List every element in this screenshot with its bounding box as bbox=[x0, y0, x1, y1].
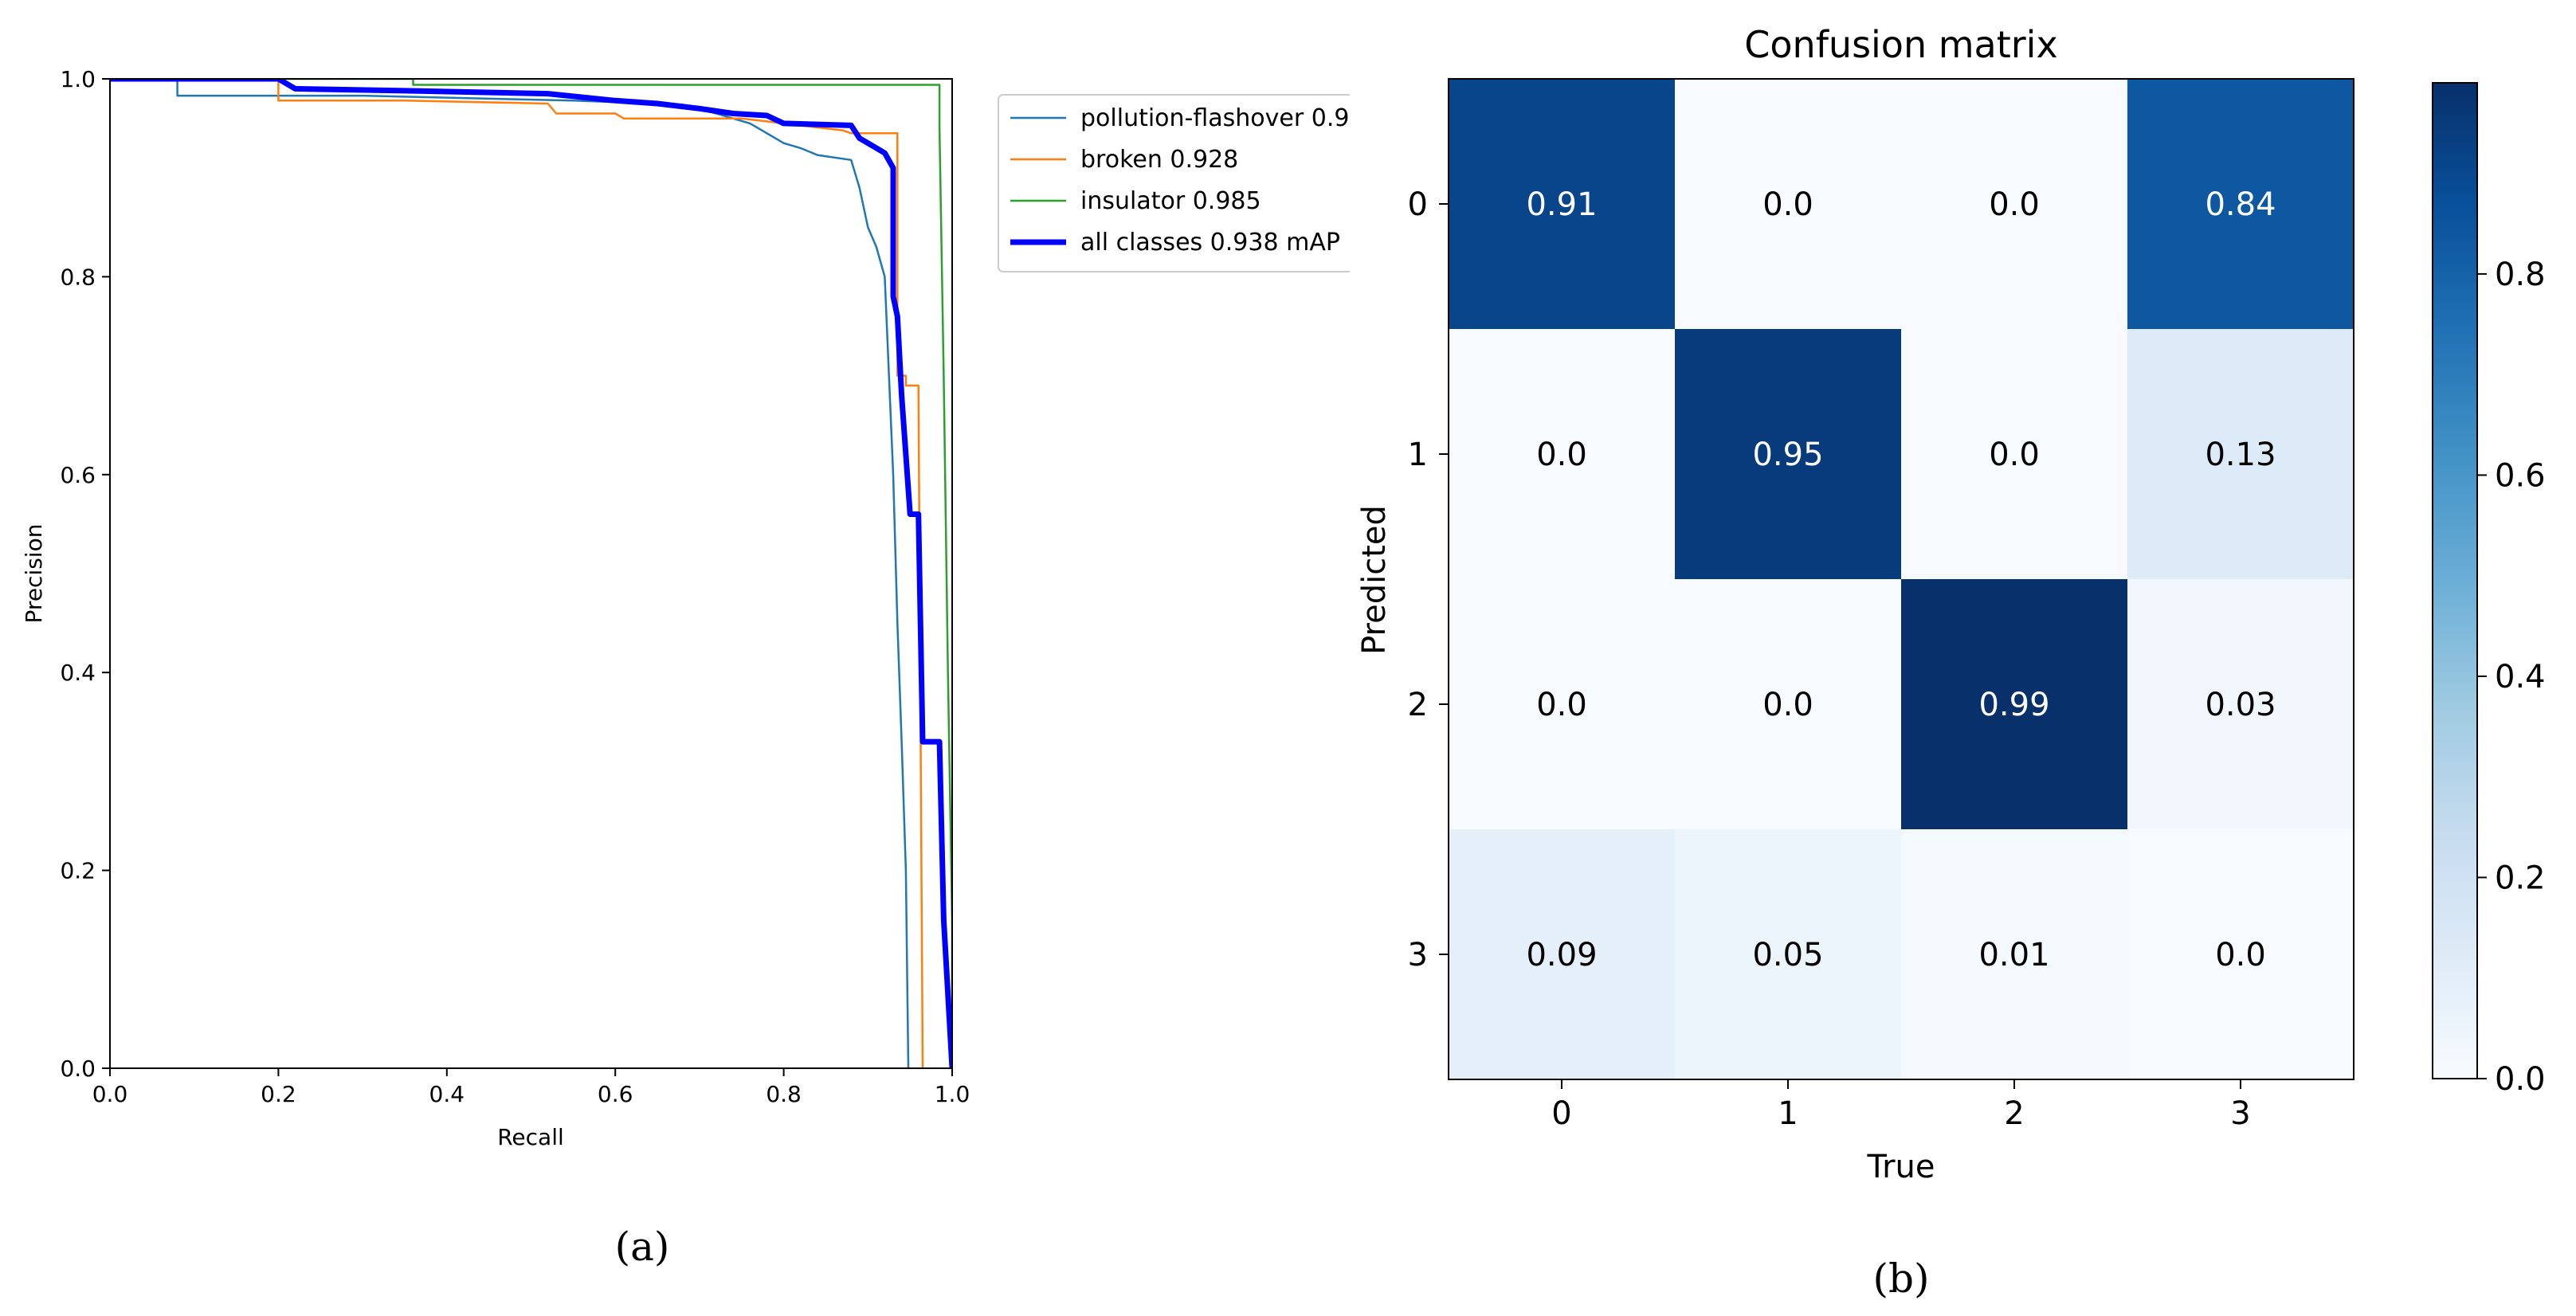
cm-cell bbox=[1901, 79, 2128, 330]
cm-cell bbox=[1675, 829, 1902, 1080]
cm-y-tick-label: 0 bbox=[1408, 186, 1428, 223]
cm-cell bbox=[1675, 579, 1902, 830]
cm-x-axis-label: True bbox=[1867, 1149, 1935, 1185]
cm-cell-value: 0.0 bbox=[1536, 687, 1587, 723]
cm-cell bbox=[1901, 579, 2128, 830]
cm-cell-value: 0.09 bbox=[1526, 937, 1597, 973]
colorbar-tick-label: 0.8 bbox=[2495, 257, 2546, 293]
pr-y-tick-label: 0.8 bbox=[60, 264, 96, 290]
cm-y-axis: 0 1 2 3 bbox=[1408, 186, 1449, 973]
cm-y-axis-label: Predicted bbox=[1356, 505, 1393, 655]
pr-series-line-0 bbox=[110, 79, 910, 1068]
cm-cell-value: 0.0 bbox=[1989, 186, 2040, 223]
cm-cell-value: 0.0 bbox=[1989, 437, 2040, 473]
cm-cell-value: 0.0 bbox=[1536, 437, 1587, 473]
pr-y-tick-label: 0.2 bbox=[60, 858, 96, 884]
cm-x-tick-label: 0 bbox=[1551, 1095, 1571, 1132]
pr-legend-label: pollution-flashover 0.9 bbox=[1080, 104, 1349, 132]
colorbar-axis: 0.0 0.2 0.4 0.6 0.8 bbox=[2477, 257, 2546, 1098]
colorbar-tick-label: 0.4 bbox=[2495, 659, 2546, 695]
pr-series-line-1 bbox=[110, 79, 924, 1068]
cm-cell bbox=[2127, 829, 2354, 1080]
cm-cell-value: 0.01 bbox=[1978, 937, 2049, 973]
cm-cell bbox=[1675, 329, 1902, 580]
pr-y-tick-label: 1.0 bbox=[60, 66, 96, 92]
panel-a-label: (a) bbox=[615, 1224, 670, 1270]
colorbar-tick-label: 0.2 bbox=[2495, 860, 2546, 896]
confusion-matrix-chart: Confusion matrix 0.91 0.0 0.0 0.840.0 0.95 0.… bbox=[1356, 23, 2546, 1302]
colorbar bbox=[2432, 82, 2478, 1079]
pr-legend-label: broken 0.928 bbox=[1080, 146, 1238, 174]
cm-cell bbox=[1449, 329, 1676, 580]
pr-plot-frame bbox=[109, 78, 953, 1069]
cm-y-tick-label: 2 bbox=[1408, 687, 1428, 723]
cm-cell-value: 0.91 bbox=[1526, 186, 1597, 223]
cm-cell bbox=[1901, 829, 2128, 1080]
cm-cell bbox=[1449, 79, 1676, 330]
pr-y-tick-label: 0.0 bbox=[60, 1056, 96, 1082]
cm-cells-group: 0.91 0.0 0.0 0.84 0.0 0.95 0.0 0.13 0.0 0.0 0.99 0.… bbox=[1449, 79, 2354, 1080]
pr-x-axis-label: Recall bbox=[497, 1124, 564, 1150]
pr-x-tick-label: 0.8 bbox=[766, 1081, 802, 1107]
cm-title: Confusion matrix bbox=[1744, 23, 2057, 66]
pr-legend-label: all classes 0.938 mAP bbox=[1080, 229, 1340, 257]
cm-x-tick-label: 2 bbox=[2004, 1095, 2024, 1132]
pr-series-line-3 bbox=[110, 79, 952, 1068]
pr-y-axis-label: Precision bbox=[21, 524, 47, 624]
pr-x-tick-label: 0.4 bbox=[429, 1081, 465, 1107]
cm-cell bbox=[2127, 329, 2354, 580]
pr-x-tick-label: 0.2 bbox=[261, 1081, 296, 1107]
pr-legend-label: insulator 0.985 bbox=[1080, 187, 1261, 215]
colorbar-tick-label: 0.6 bbox=[2495, 457, 2546, 494]
cm-x-tick-label: 1 bbox=[1778, 1095, 1798, 1132]
cm-cell-value: 0.0 bbox=[2215, 937, 2266, 973]
cm-plot-frame bbox=[1448, 78, 2354, 1080]
cm-cell bbox=[1901, 329, 2128, 580]
cm-cell bbox=[2127, 579, 2354, 830]
cm-cell-value: 0.13 bbox=[2205, 437, 2276, 473]
cm-x-tick-label: 3 bbox=[2230, 1095, 2250, 1132]
cm-cell-value: 0.84 bbox=[2205, 186, 2276, 223]
cm-y-tick-label: 3 bbox=[1408, 937, 1428, 973]
pr-x-tick-label: 1.0 bbox=[935, 1081, 970, 1107]
colorbar-tick-label: 0.0 bbox=[2495, 1061, 2546, 1098]
cm-cell-value: 0.0 bbox=[1762, 186, 1813, 223]
cm-cell-value: 0.95 bbox=[1752, 437, 1823, 473]
pr-legend-frame bbox=[998, 94, 1350, 272]
pr-series-line-2 bbox=[110, 79, 952, 1068]
pr-x-axis: 0.0 0.2 0.4 0.6 0.8 1.0 bbox=[92, 1068, 970, 1107]
cm-cell bbox=[1449, 579, 1676, 830]
cm-cell bbox=[1675, 79, 1902, 330]
pr-x-tick-label: 0.6 bbox=[598, 1081, 633, 1107]
pr-y-tick-label: 0.4 bbox=[60, 660, 96, 686]
cm-x-axis: 0 1 2 3 bbox=[1551, 1079, 2251, 1132]
pr-curve-chart: 0.0 0.2 0.4 0.6 0.8 1.0 0.0 0.2 0.4 0.6 0.8 1.0 Re… bbox=[21, 66, 1350, 1270]
cm-cell bbox=[1449, 829, 1676, 1080]
pr-y-tick-label: 0.6 bbox=[60, 462, 96, 488]
cm-cell-value: 0.0 bbox=[1762, 687, 1813, 723]
cm-cell-value: 0.03 bbox=[2205, 687, 2276, 723]
cm-y-tick-label: 1 bbox=[1408, 437, 1428, 473]
panel-b-label: (b) bbox=[1872, 1255, 1929, 1302]
cm-cell bbox=[2127, 79, 2354, 330]
cm-cell-value: 0.99 bbox=[1978, 687, 2049, 723]
pr-x-tick-label: 0.0 bbox=[92, 1081, 128, 1107]
cm-cell-value: 0.05 bbox=[1752, 937, 1823, 973]
pr-y-axis: 0.0 0.2 0.4 0.6 0.8 1.0 bbox=[60, 66, 110, 1082]
pr-series-group bbox=[110, 79, 952, 1068]
pr-legend: pollution-flashover 0.9 broken 0.928 insul… bbox=[998, 94, 1350, 272]
